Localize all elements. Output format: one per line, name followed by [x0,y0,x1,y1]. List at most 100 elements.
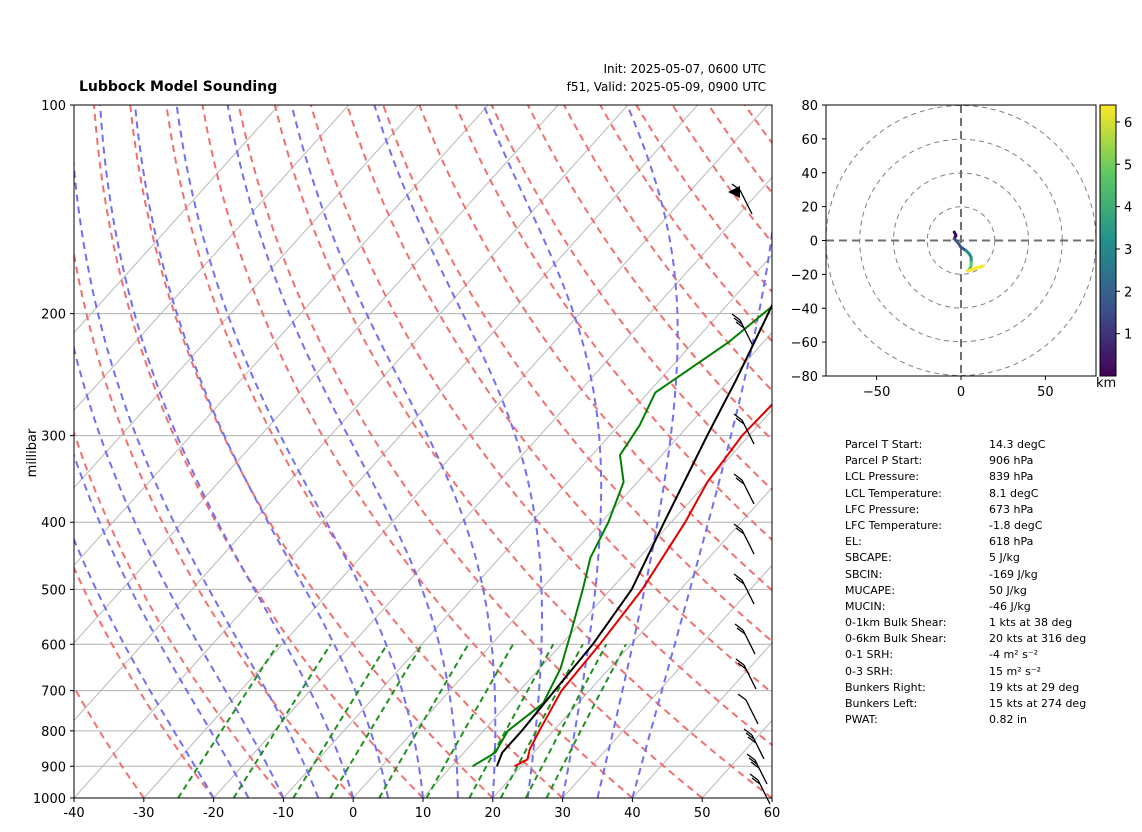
isotherm [74,105,699,798]
hodo-segment [976,264,985,270]
param-value: 5 J/kg [989,551,1020,565]
dry-adiabat [418,105,772,592]
mixing-ratio-line [425,643,514,798]
x-tick-label: 50 [694,806,711,821]
isotherm [74,105,280,334]
hodo-y-tick-label: −40 [791,302,818,317]
barb-flag [746,753,756,761]
hodo-y-tick-label: 60 [801,133,818,148]
param-label: 0-1km Bulk Shear: [845,616,947,630]
mixing-ratio-line [232,643,332,798]
dry-adiabat [129,105,494,798]
wind-barb [746,753,768,785]
dry-adiabat [201,105,634,798]
x-tick-label: 0 [349,806,357,821]
param-value: 20 kts at 316 deg [989,632,1087,646]
y-tick-label: 300 [41,430,66,445]
moist-adiabat [134,105,390,798]
hodo-y-tick-label: 0 [810,235,818,250]
hodo-y-tick-label: 40 [801,167,818,182]
param-value: 50 J/kg [989,583,1027,597]
plot-area [74,105,1142,798]
wind-barb [733,473,755,505]
hodograph-area [826,105,1096,376]
param-value: -46 J/kg [989,599,1031,613]
barb-flag [737,693,747,701]
wind-barb [733,413,755,445]
param-label: SBCAPE: [845,551,892,565]
param-value: 8.1 degC [989,486,1039,500]
temperature-line [513,403,772,768]
barb-flag [749,773,759,781]
barb-flag [734,623,744,631]
parcel-line [495,302,772,767]
moist-adiabat [99,105,355,798]
dry-adiabat [74,429,285,798]
isotherm [143,105,768,798]
param-value: 839 hPa [989,470,1034,484]
x-tick-label: -20 [203,806,224,821]
param-value: 19 kts at 29 deg [989,680,1080,694]
wind-barb [737,693,759,725]
isotherm [74,105,350,411]
isotherm [771,797,772,798]
param-value: 906 hPa [989,454,1034,468]
mixing-ratio-line [545,643,627,798]
param-value: 618 hPa [989,535,1034,549]
barb-staff [745,699,759,725]
wind-barb [749,773,771,805]
mixing-ratio-line [524,643,608,798]
x-tick-label: 60 [764,806,781,821]
mixing-ratio-line [468,643,555,798]
moist-adiabat [596,105,679,798]
x-tick-label: 40 [624,806,641,821]
x-tick-label: 30 [554,806,571,821]
hodo-y-tick-label: −80 [791,370,818,385]
moist-adiabat [175,105,424,798]
y-tick-label: 800 [41,725,66,740]
skewt-frame [73,104,773,799]
isotherm [422,409,772,798]
hodo-x-tick-label: −50 [863,385,890,400]
isotherm [562,564,772,798]
mixing-ratio-line [329,643,423,798]
param-label: Parcel P Start: [845,454,923,468]
colorbar-tick-label: 5 [1124,158,1132,173]
barb-flag [736,627,746,635]
param-label: MUCAPE: [845,583,896,597]
isotherm [632,642,772,798]
dry-adiabat [781,105,1142,798]
isotherm [492,487,772,798]
barb-flag [735,577,745,585]
param-value: 1 kts at 38 deg [989,616,1073,630]
hodo-x-tick-label: 50 [1037,385,1054,400]
dry-adiabat [237,105,703,798]
y-tick-label: 700 [41,685,66,700]
barb-flag [733,317,743,325]
param-label: LFC Pressure: [845,502,920,516]
dry-adiabat [454,105,772,542]
barb-flag [735,321,745,329]
y-tick-label: 900 [41,760,66,775]
colorbar-label: km [1096,376,1117,391]
moist-adiabat [373,105,544,798]
mixing-ratio-line [177,643,279,798]
dry-adiabat [527,105,772,442]
param-value: 673 hPa [989,502,1034,516]
barb-flag [735,658,745,666]
colorbar-tick-label: 1 [1124,328,1132,343]
wind-barb [733,573,755,605]
param-value: -169 J/kg [989,567,1038,581]
x-tick-label: 20 [485,806,502,821]
isotherm [352,331,772,798]
mixing-ratio-line [378,643,470,798]
wind-barb [733,523,755,555]
barb-flag [735,417,745,425]
param-value: -1.8 degC [989,518,1043,532]
barb-flag [733,413,743,421]
colorbar-tick-label: 6 [1124,116,1132,131]
colorbar-tick-label: 2 [1124,285,1132,300]
dry-adiabat [74,684,145,798]
mixing-ratio-line [292,643,389,798]
param-label: EL: [845,535,862,549]
